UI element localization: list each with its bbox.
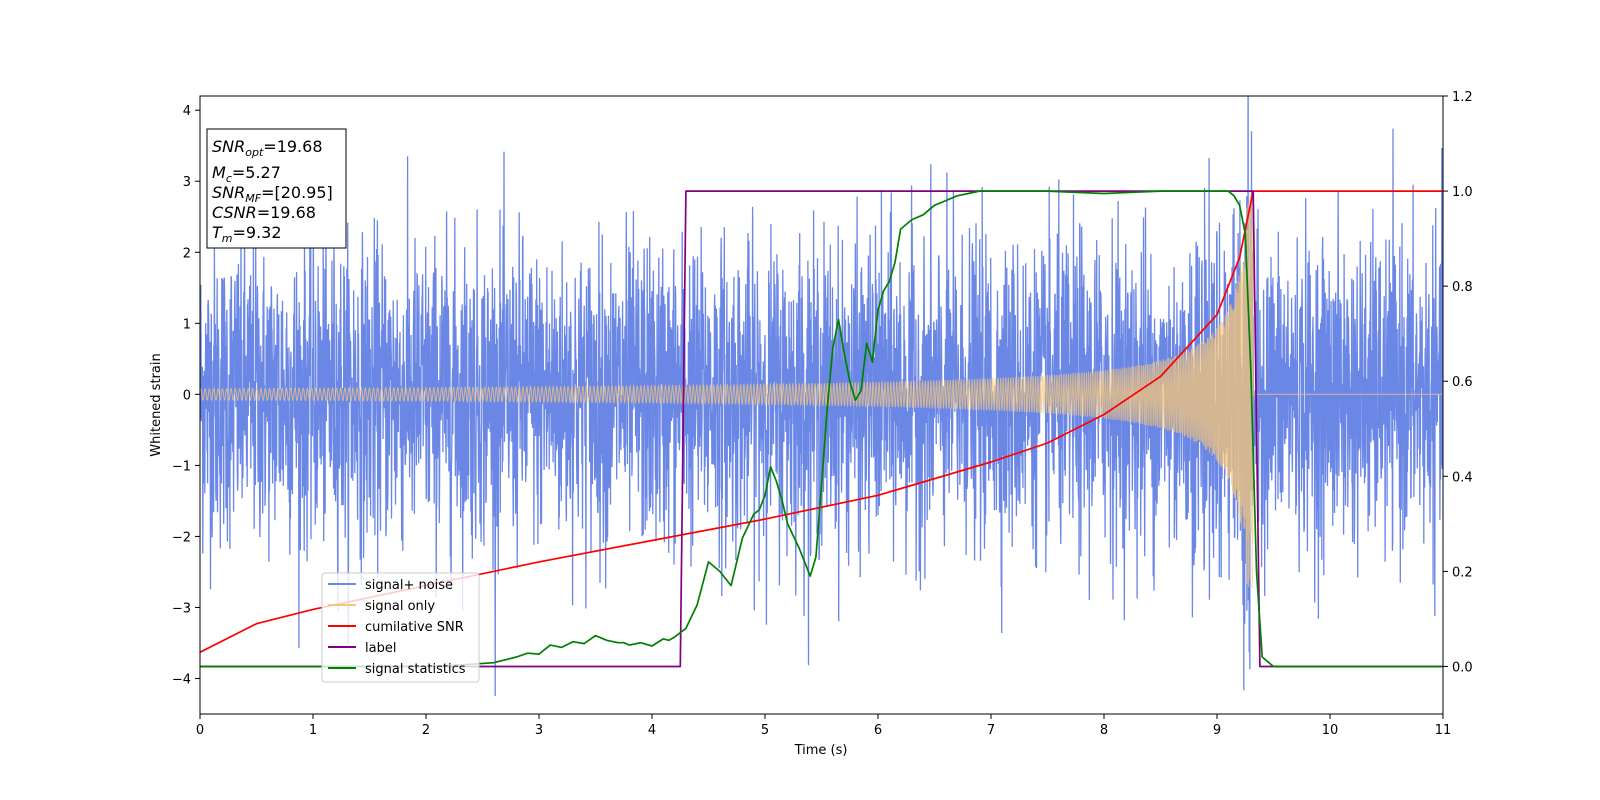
x-tick-label: 2: [422, 723, 430, 738]
legend-label-signal-statistics: signal statistics: [365, 662, 466, 677]
legend-label-signal-noise: signal+ noise: [365, 578, 453, 593]
y-left-tick-label: 4: [183, 104, 191, 119]
x-tick-label: 6: [874, 723, 882, 738]
x-tick-label: 11: [1435, 723, 1452, 738]
y-left-tick-label: −2: [172, 530, 191, 545]
y-left-tick-label: −1: [172, 459, 191, 474]
series-signal-only-line: [200, 195, 1443, 589]
annotation-csnr: CSNR=19.68: [212, 203, 316, 222]
legend-label-cumulative-snr: cumilative SNR: [365, 620, 464, 635]
legend: signal+ noise signal only cumilative SNR…: [321, 572, 480, 683]
x-tick-label: 10: [1322, 723, 1339, 738]
x-tick-label: 0: [196, 723, 204, 738]
x-tick-label: 4: [648, 723, 656, 738]
x-tick-label: 3: [535, 723, 543, 738]
legend-label-signal-only: signal only: [365, 599, 435, 614]
y-right-tick-label: 1.0: [1452, 185, 1473, 200]
plot-frame: [199, 95, 1444, 715]
y-left-tick-label: 0: [183, 388, 191, 403]
y-right-tick-label: 0.0: [1452, 660, 1473, 675]
y-axis-left: −4 −3 −2 −1 0 1 2 3 4: [172, 104, 200, 687]
y-right-tick-label: 1.2: [1452, 90, 1473, 105]
stats-annotation: SNRopt=19.68 Mc=5.27 SNRMF=[20.95] CSNR=…: [206, 128, 347, 249]
y-right-tick-label: 0.4: [1452, 470, 1473, 485]
y-left-tick-label: 2: [183, 246, 191, 261]
legend-label-label: label: [365, 641, 396, 656]
annotation-tm: Tm=9.32: [212, 223, 282, 245]
y-axis-label: Whitened strain: [149, 353, 164, 456]
legend-box: [321, 572, 480, 683]
y-axis-right: 0.0 0.2 0.4 0.6 0.8 1.0 1.2: [1443, 90, 1473, 675]
x-axis: 0 1 2 3 4 5 6 7 8 9 10 11: [196, 714, 1451, 738]
x-tick-label: 8: [1100, 723, 1108, 738]
series-signal-statistics-line: [200, 190, 1443, 668]
y-right-tick-label: 0.6: [1452, 375, 1473, 390]
annotation-box: [206, 128, 347, 249]
y-left-tick-label: −3: [172, 601, 191, 616]
annotation-snr-mf: SNRMF=[20.95]: [212, 183, 333, 205]
x-tick-label: 5: [761, 723, 769, 738]
annotation-snr-opt: SNRopt=19.68: [212, 137, 323, 159]
x-tick-label: 1: [309, 723, 317, 738]
y-left-tick-label: 3: [183, 175, 191, 190]
annotation-mc: Mc=5.27: [212, 163, 281, 185]
y-left-tick-label: −4: [172, 672, 191, 687]
y-right-tick-label: 0.2: [1452, 565, 1473, 580]
x-tick-label: 7: [987, 723, 995, 738]
x-axis-label: Time (s): [794, 743, 848, 758]
x-tick-label: 9: [1213, 723, 1221, 738]
y-right-tick-label: 0.8: [1452, 280, 1473, 295]
y-left-tick-label: 1: [183, 317, 191, 332]
